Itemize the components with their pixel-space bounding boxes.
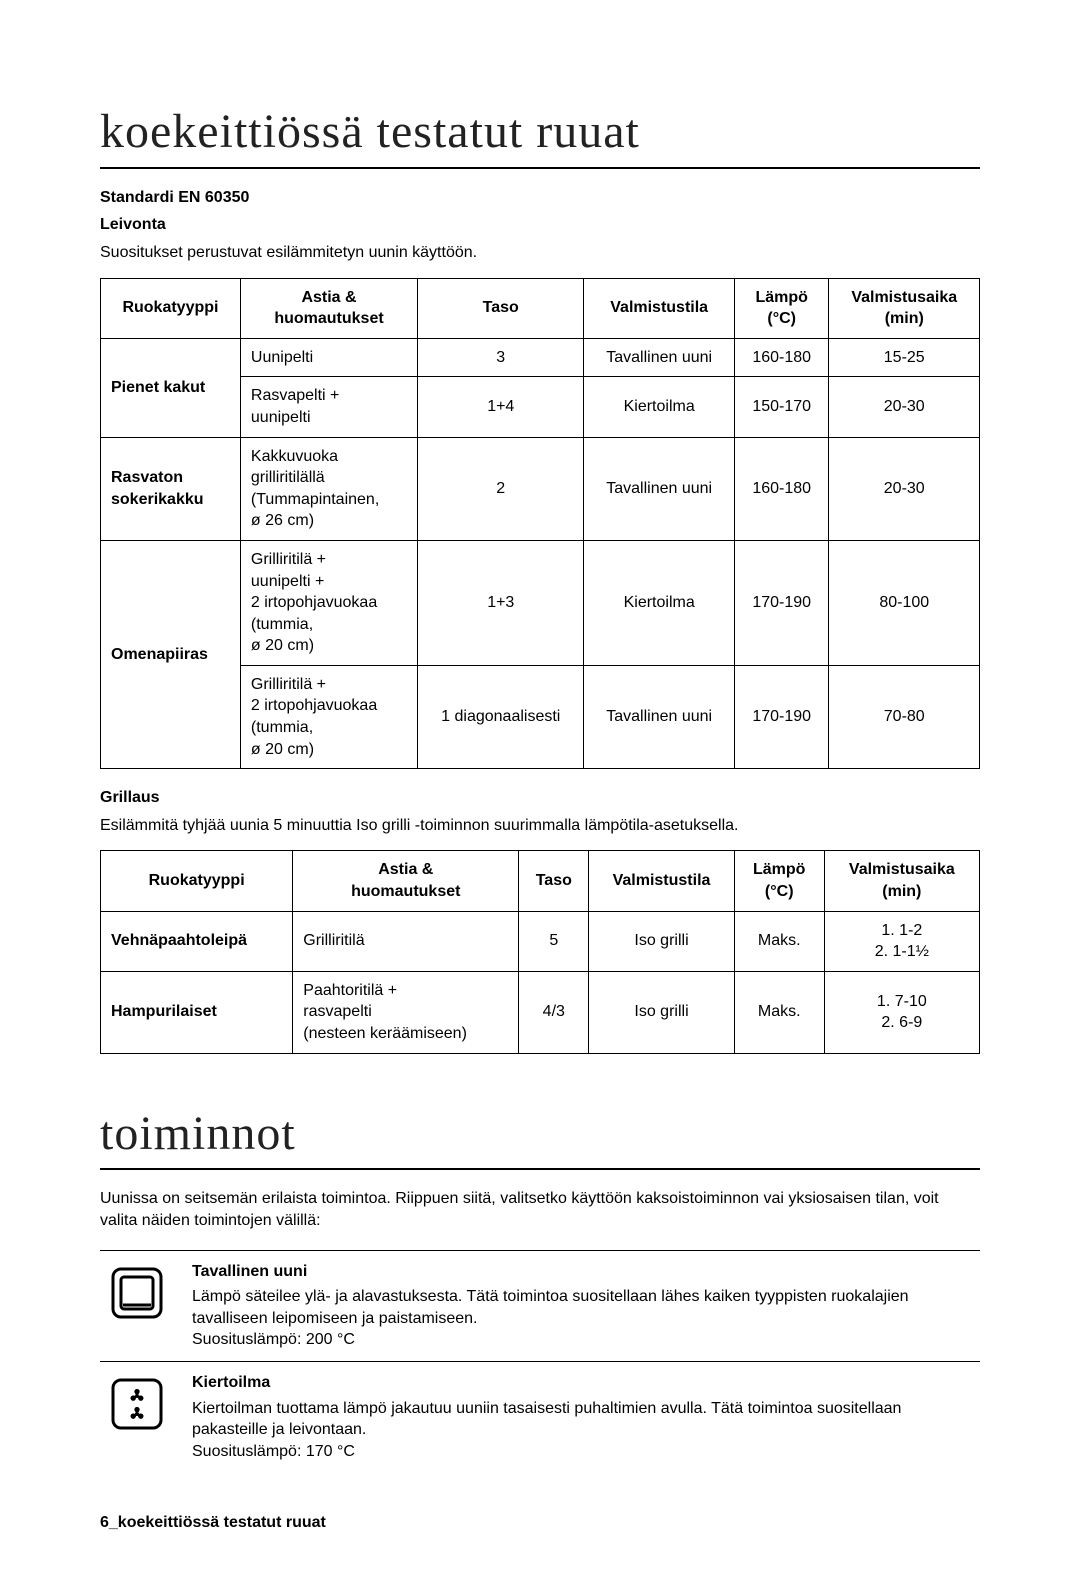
cell: Tavallinen uuni bbox=[584, 437, 735, 540]
cell: 1. 1-2 2. 1-1½ bbox=[824, 911, 979, 971]
page-title-1: koekeittiössä testatut ruuat bbox=[100, 100, 980, 169]
cell: 80-100 bbox=[829, 540, 980, 665]
col-header: Astia & huomautukset bbox=[240, 278, 417, 338]
table-header-row: Ruokatyyppi Astia & huomautukset Taso Va… bbox=[101, 851, 980, 911]
col-header: Ruokatyyppi bbox=[101, 851, 293, 911]
table-header-row: Ruokatyyppi Astia & huomautukset Taso Va… bbox=[101, 278, 980, 338]
leivonta-label: Leivonta bbox=[100, 214, 980, 236]
page-footer: 6_koekeittiössä testatut ruuat bbox=[100, 1512, 980, 1534]
col-header: Taso bbox=[519, 851, 589, 911]
cell: Tavallinen uuni bbox=[584, 338, 735, 377]
table-row: Hampurilaiset Paahtoritilä + rasvapelti … bbox=[101, 971, 980, 1053]
cell: Maks. bbox=[734, 971, 824, 1053]
convection-icon bbox=[100, 1372, 174, 1462]
table-row: Rasvaton sokerikakku Kakkuvuoka grilliri… bbox=[101, 437, 980, 540]
cell: Maks. bbox=[734, 911, 824, 971]
grillaus-desc: Esilämmitä tyhjää uunia 5 minuuttia Iso … bbox=[100, 815, 980, 837]
col-header: Astia & huomautukset bbox=[293, 851, 519, 911]
cell: 160-180 bbox=[734, 437, 829, 540]
cell: 3 bbox=[418, 338, 584, 377]
baking-table: Ruokatyyppi Astia & huomautukset Taso Va… bbox=[100, 278, 980, 770]
cell: Iso grilli bbox=[589, 971, 734, 1053]
cell: 1+4 bbox=[418, 377, 584, 437]
cell: Paahtoritilä + rasvapelti (nesteen kerää… bbox=[293, 971, 519, 1053]
cell: Tavallinen uuni bbox=[584, 665, 735, 768]
cell: 5 bbox=[519, 911, 589, 971]
cell: 4/3 bbox=[519, 971, 589, 1053]
grilling-table: Ruokatyyppi Astia & huomautukset Taso Va… bbox=[100, 850, 980, 1053]
cell: Kiertoilma bbox=[584, 377, 735, 437]
cell-type: Hampurilaiset bbox=[101, 971, 293, 1053]
cell-type: Vehnäpaahtoleipä bbox=[101, 911, 293, 971]
cell: 20-30 bbox=[829, 377, 980, 437]
table-row: Omenapiiras Grilliritilä + uunipelti + 2… bbox=[101, 540, 980, 665]
cell: Grilliritilä + uunipelti + 2 irtopohjavu… bbox=[240, 540, 417, 665]
col-header: Valmistusaika (min) bbox=[829, 278, 980, 338]
leivonta-desc: Suositukset perustuvat esilämmitetyn uun… bbox=[100, 242, 980, 264]
cell: 1+3 bbox=[418, 540, 584, 665]
function-body: Kiertoilman tuottama lämpö jakautuu uuni… bbox=[192, 1398, 980, 1463]
table-row: Vehnäpaahtoleipä Grilliritilä 5 Iso gril… bbox=[101, 911, 980, 971]
cell: 2 bbox=[418, 437, 584, 540]
cell-type: Pienet kakut bbox=[101, 338, 241, 437]
cell-type: Omenapiiras bbox=[101, 540, 241, 768]
cell: 150-170 bbox=[734, 377, 829, 437]
cell: 70-80 bbox=[829, 665, 980, 768]
grillaus-label: Grillaus bbox=[100, 787, 980, 809]
cell: 15-25 bbox=[829, 338, 980, 377]
col-header: Taso bbox=[418, 278, 584, 338]
col-header: Lämpö (°C) bbox=[734, 278, 829, 338]
cell: Iso grilli bbox=[589, 911, 734, 971]
cell: Uunipelti bbox=[240, 338, 417, 377]
cell: Kiertoilma bbox=[584, 540, 735, 665]
col-header: Valmistusaika (min) bbox=[824, 851, 979, 911]
function-row: Kiertoilma Kiertoilman tuottama lämpö ja… bbox=[100, 1361, 980, 1472]
col-header: Lämpö (°C) bbox=[734, 851, 824, 911]
standard-label: Standardi EN 60350 bbox=[100, 187, 980, 209]
function-row: Tavallinen uuni Lämpö säteilee ylä- ja a… bbox=[100, 1250, 980, 1361]
cell: 20-30 bbox=[829, 437, 980, 540]
function-title: Tavallinen uuni bbox=[192, 1261, 980, 1283]
page-title-2: toiminnot bbox=[100, 1102, 980, 1171]
conventional-oven-icon bbox=[100, 1261, 174, 1351]
function-body: Lämpö säteilee ylä- ja alavastuksesta. T… bbox=[192, 1286, 980, 1351]
cell: Grilliritilä + 2 irtopohjavuokaa (tummia… bbox=[240, 665, 417, 768]
functions-intro: Uunissa on seitsemän erilaista toimintoa… bbox=[100, 1188, 980, 1231]
table-row: Pienet kakut Uunipelti 3 Tavallinen uuni… bbox=[101, 338, 980, 377]
cell: Rasvapelti + uunipelti bbox=[240, 377, 417, 437]
cell: 1 diagonaalisesti bbox=[418, 665, 584, 768]
col-header: Ruokatyyppi bbox=[101, 278, 241, 338]
col-header: Valmistustila bbox=[584, 278, 735, 338]
cell: 1. 7-10 2. 6-9 bbox=[824, 971, 979, 1053]
cell-type: Rasvaton sokerikakku bbox=[101, 437, 241, 540]
col-header: Valmistustila bbox=[589, 851, 734, 911]
function-title: Kiertoilma bbox=[192, 1372, 980, 1394]
cell: 170-190 bbox=[734, 665, 829, 768]
cell: Kakkuvuoka grilliritilällä (Tummapintain… bbox=[240, 437, 417, 540]
cell: 170-190 bbox=[734, 540, 829, 665]
cell: Grilliritilä bbox=[293, 911, 519, 971]
cell: 160-180 bbox=[734, 338, 829, 377]
